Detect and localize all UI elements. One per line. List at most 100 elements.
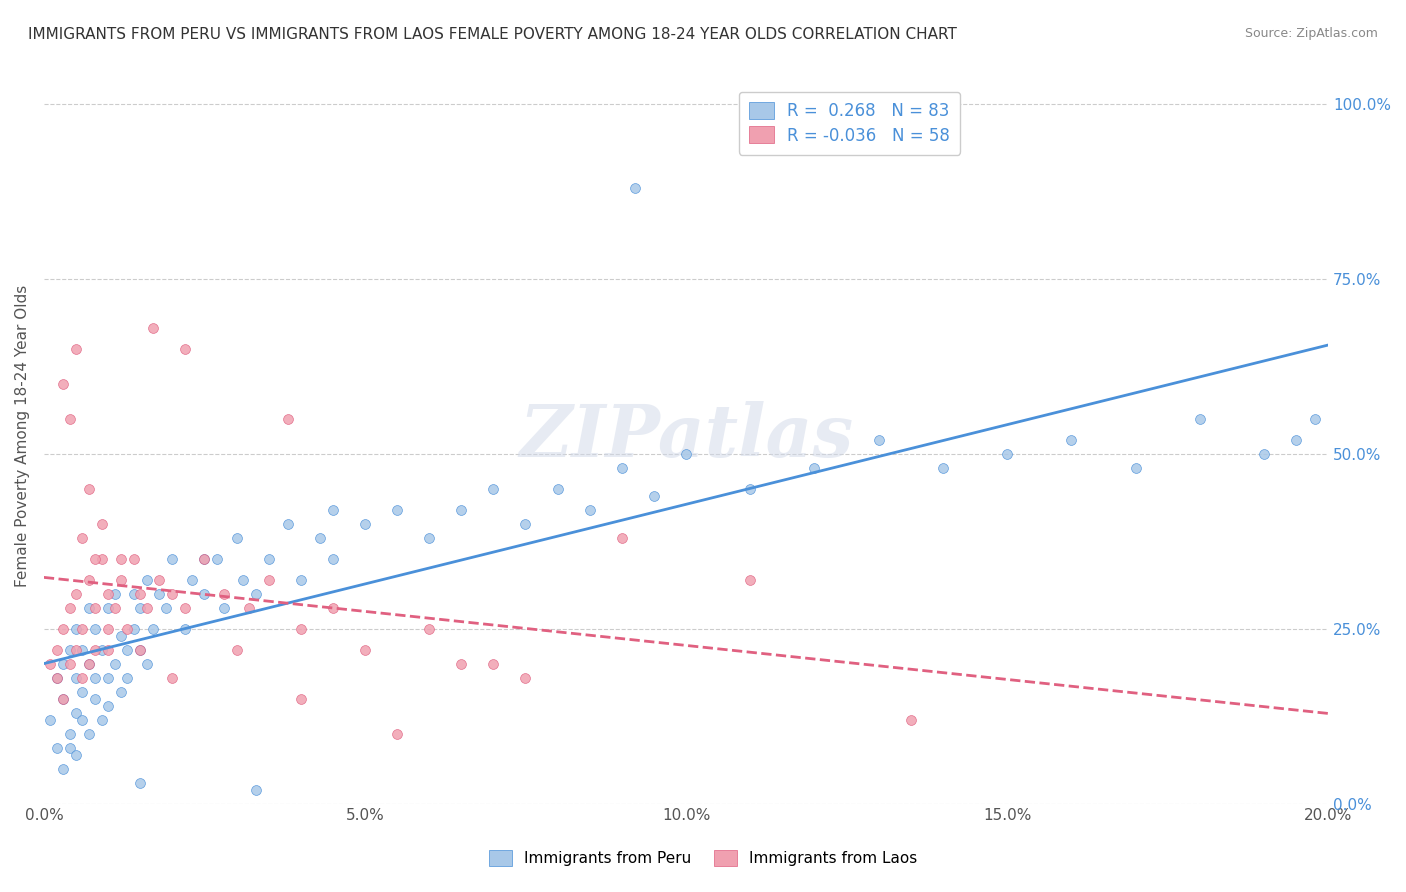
- Point: [65, 747, 87, 762]
- Point: [277, 516, 299, 531]
- Point: [225, 531, 247, 545]
- Point: [84, 600, 107, 615]
- Point: [122, 586, 145, 600]
- Point: [322, 600, 344, 615]
- Point: [290, 573, 312, 587]
- Point: [148, 586, 170, 600]
- Point: [77, 482, 100, 496]
- Point: [193, 586, 215, 600]
- Point: [110, 629, 132, 643]
- Point: [148, 573, 170, 587]
- Point: [1188, 411, 1211, 425]
- Point: [174, 622, 197, 636]
- Point: [225, 642, 247, 657]
- Point: [39, 713, 62, 727]
- Point: [58, 642, 80, 657]
- Point: [90, 642, 112, 657]
- Point: [97, 671, 120, 685]
- Point: [103, 657, 125, 671]
- Point: [129, 600, 152, 615]
- Point: [84, 671, 107, 685]
- Point: [515, 516, 537, 531]
- Point: [900, 713, 922, 727]
- Point: [65, 642, 87, 657]
- Point: [803, 460, 825, 475]
- Point: [1285, 433, 1308, 447]
- Point: [52, 691, 75, 706]
- Point: [238, 600, 260, 615]
- Point: [72, 684, 94, 698]
- Point: [418, 531, 440, 545]
- Point: [90, 551, 112, 566]
- Point: [482, 482, 505, 496]
- Point: [623, 180, 645, 194]
- Point: [547, 482, 569, 496]
- Point: [103, 600, 125, 615]
- Point: [97, 698, 120, 713]
- Point: [354, 516, 377, 531]
- Point: [1060, 433, 1083, 447]
- Point: [740, 573, 762, 587]
- Point: [207, 551, 229, 566]
- Point: [129, 775, 152, 789]
- Point: [45, 740, 67, 755]
- Point: [257, 573, 280, 587]
- Point: [90, 516, 112, 531]
- Point: [72, 671, 94, 685]
- Point: [52, 657, 75, 671]
- Point: [77, 600, 100, 615]
- Point: [72, 622, 94, 636]
- Point: [65, 622, 87, 636]
- Point: [122, 622, 145, 636]
- Point: [117, 622, 139, 636]
- Point: [450, 502, 472, 516]
- Point: [110, 573, 132, 587]
- Point: [450, 657, 472, 671]
- Point: [174, 600, 197, 615]
- Point: [58, 657, 80, 671]
- Point: [1253, 446, 1275, 460]
- Point: [290, 622, 312, 636]
- Point: [155, 600, 177, 615]
- Point: [995, 446, 1018, 460]
- Point: [135, 657, 157, 671]
- Point: [385, 726, 408, 740]
- Point: [232, 573, 254, 587]
- Point: [482, 657, 505, 671]
- Point: [578, 502, 600, 516]
- Point: [162, 671, 184, 685]
- Point: [277, 411, 299, 425]
- Point: [97, 622, 120, 636]
- Text: Source: ZipAtlas.com: Source: ZipAtlas.com: [1244, 27, 1378, 40]
- Point: [1125, 460, 1147, 475]
- Point: [72, 531, 94, 545]
- Point: [84, 622, 107, 636]
- Point: [142, 320, 165, 334]
- Point: [354, 642, 377, 657]
- Point: [84, 691, 107, 706]
- Point: [103, 586, 125, 600]
- Point: [515, 671, 537, 685]
- Point: [135, 573, 157, 587]
- Point: [212, 600, 235, 615]
- Point: [129, 642, 152, 657]
- Point: [162, 551, 184, 566]
- Point: [322, 551, 344, 566]
- Point: [45, 671, 67, 685]
- Point: [1303, 411, 1326, 425]
- Point: [122, 551, 145, 566]
- Point: [675, 446, 697, 460]
- Legend: R =  0.268   N = 83, R = -0.036   N = 58: R = 0.268 N = 83, R = -0.036 N = 58: [740, 92, 960, 154]
- Point: [174, 342, 197, 356]
- Point: [610, 531, 633, 545]
- Point: [58, 411, 80, 425]
- Point: [740, 482, 762, 496]
- Point: [245, 586, 267, 600]
- Point: [257, 551, 280, 566]
- Point: [932, 460, 955, 475]
- Point: [129, 642, 152, 657]
- Point: [58, 600, 80, 615]
- Point: [868, 433, 890, 447]
- Point: [193, 551, 215, 566]
- Point: [39, 657, 62, 671]
